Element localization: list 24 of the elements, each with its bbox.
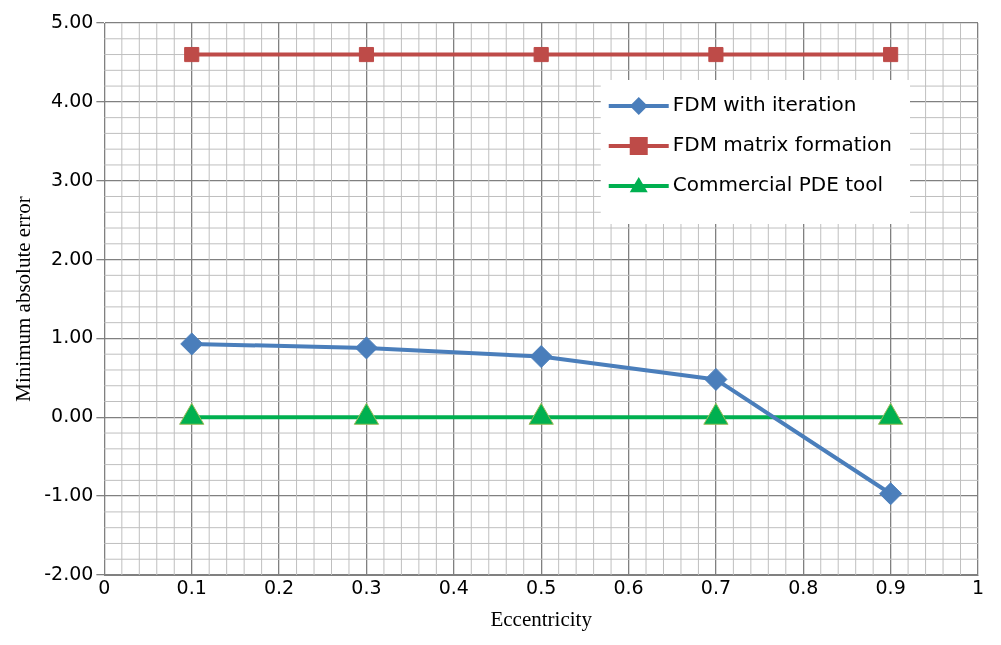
x-axis-title: Eccentricity xyxy=(490,606,593,631)
x-tick-label: 0.3 xyxy=(351,576,382,599)
x-tick-label: 0.1 xyxy=(176,576,207,599)
x-tick-label: 0 xyxy=(98,576,111,599)
x-tick-label: 0.2 xyxy=(263,576,295,599)
x-tick-label: 0.7 xyxy=(700,576,732,599)
x-tick-label: 0.8 xyxy=(788,576,819,599)
y-tick-label: -2.00 xyxy=(44,561,94,584)
y-tick-label: 0.00 xyxy=(51,404,94,427)
x-tick-label: 0.9 xyxy=(875,576,906,599)
y-tick-label: 5.00 xyxy=(51,9,94,32)
y-tick-label: 2.00 xyxy=(51,246,94,269)
x-tick-label: 0.4 xyxy=(438,576,469,599)
y-axis-title: Minimum absolute error xyxy=(11,196,36,402)
y-tick-label: 3.00 xyxy=(51,167,94,190)
x-tick-label: 1 xyxy=(971,576,985,599)
x-tick-label: 0.6 xyxy=(613,576,644,599)
y-tick-label: 1.00 xyxy=(51,325,94,348)
legend-label: FDM matrix formation xyxy=(672,132,893,157)
legend-label: Commercial PDE tool xyxy=(672,172,884,197)
y-tick-label: 4.00 xyxy=(51,88,94,111)
y-tick-label: -1.00 xyxy=(44,483,94,506)
x-tick-label: 0.5 xyxy=(526,576,557,599)
legend-label: FDM with iteration xyxy=(672,92,857,117)
